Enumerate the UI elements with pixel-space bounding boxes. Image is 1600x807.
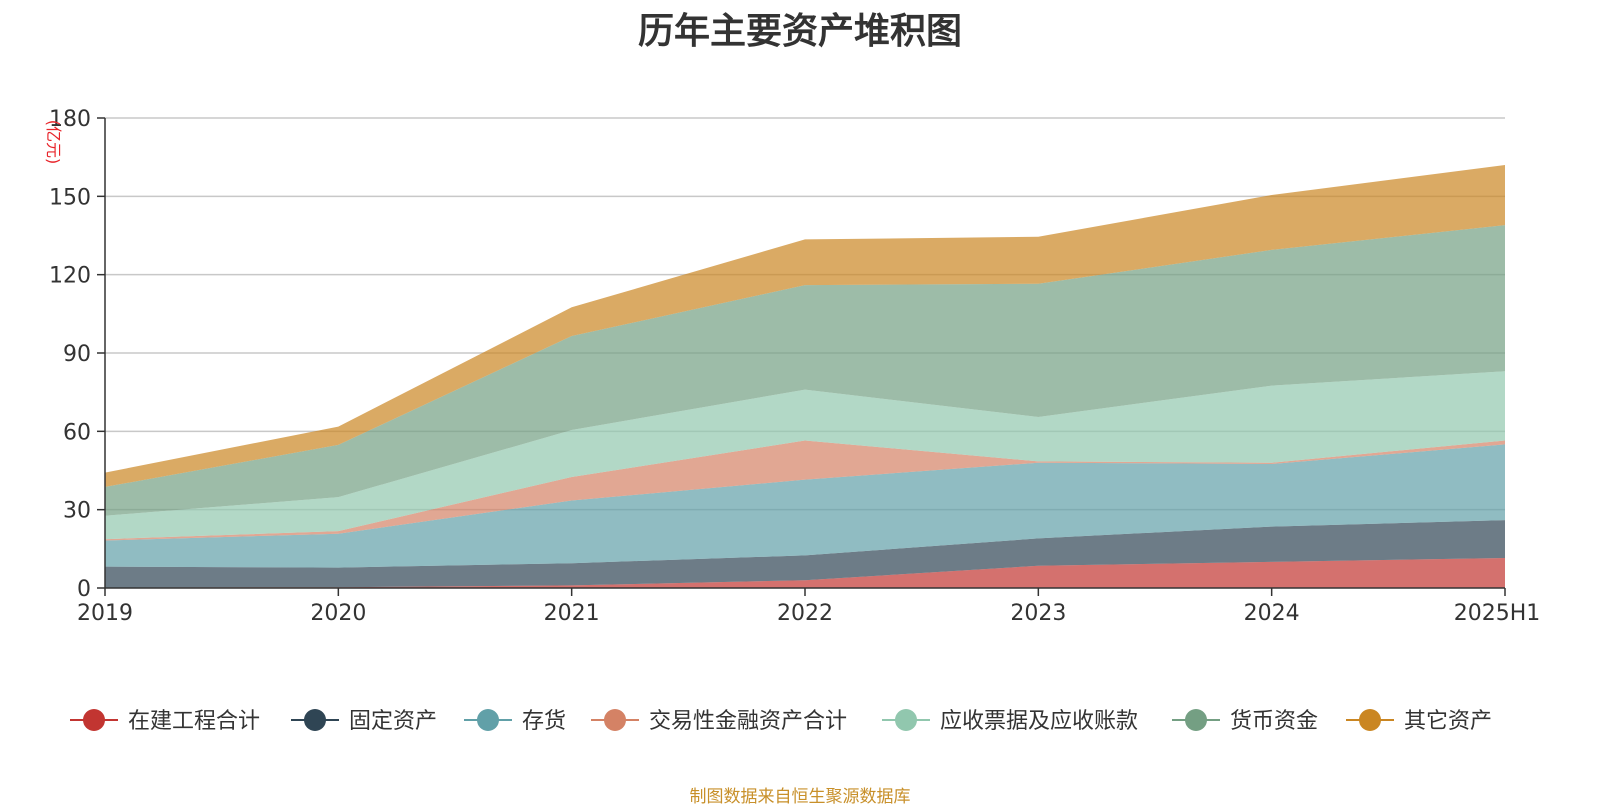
y-axis-unit: (亿元)	[44, 120, 63, 165]
area-series-6	[105, 165, 1505, 487]
x-tick-label: 2019	[77, 601, 133, 626]
legend-label: 固定资产	[349, 709, 437, 734]
x-tick-label: 2025H1	[1454, 601, 1541, 626]
area-series-2	[105, 444, 1505, 568]
area-series-1	[105, 520, 1505, 588]
legend-marker	[477, 709, 499, 731]
area-series-4	[105, 371, 1505, 540]
area-series-3	[105, 440, 1505, 541]
legend-label: 存货	[522, 709, 566, 734]
y-tick-label: 180	[49, 107, 91, 132]
x-tick-label: 2022	[777, 601, 833, 626]
legend-label: 货币资金	[1230, 709, 1318, 734]
x-tick-label: 2020	[310, 601, 366, 626]
legend-item-0[interactable]: 在建工程合计	[70, 709, 260, 734]
y-tick-label: 30	[63, 499, 91, 524]
y-tick-label: 60	[63, 420, 91, 445]
axes: 0 30 60 90 120 150 180 2019 2020 2021 2022 2023 2024…	[44, 107, 1540, 626]
x-tick-label: 2023	[1010, 601, 1066, 626]
legend-label: 应收票据及应收账款	[940, 709, 1138, 734]
legend-item-2[interactable]: 存货	[464, 709, 566, 734]
area-series-5	[105, 225, 1505, 516]
legend-label: 在建工程合计	[128, 709, 260, 734]
area-series-0	[105, 558, 1505, 588]
legend-label: 交易性金融资产合计	[649, 709, 847, 734]
legend-marker	[1185, 709, 1207, 731]
legend-marker	[895, 709, 917, 731]
legend-marker	[604, 709, 626, 731]
legend-item-4[interactable]: 应收票据及应收账款	[882, 709, 1138, 734]
legend-item-3[interactable]: 交易性金融资产合计	[591, 709, 847, 734]
legend: 在建工程合计 固定资产 存货 交易性金融资产合计 应收票据及应收账款 货币资金 其它资产	[70, 709, 1492, 734]
legend-item-6[interactable]: 其它资产	[1346, 709, 1492, 734]
legend-marker	[304, 709, 326, 731]
x-tick-label: 2021	[544, 601, 600, 626]
y-tick-label: 150	[49, 185, 91, 210]
y-tick-label: 0	[77, 577, 91, 602]
area-series	[105, 165, 1505, 588]
data-source-note: 制图数据来自恒生聚源数据库	[689, 787, 911, 807]
chart-title: 历年主要资产堆积图	[637, 11, 962, 52]
legend-marker	[1359, 709, 1381, 731]
y-tick-label: 120	[49, 264, 91, 289]
legend-marker	[83, 709, 105, 731]
x-tick-label: 2024	[1244, 601, 1300, 626]
y-tick-label: 90	[63, 342, 91, 367]
legend-item-5[interactable]: 货币资金	[1172, 709, 1318, 734]
legend-item-1[interactable]: 固定资产	[291, 709, 437, 734]
legend-label: 其它资产	[1404, 709, 1492, 734]
